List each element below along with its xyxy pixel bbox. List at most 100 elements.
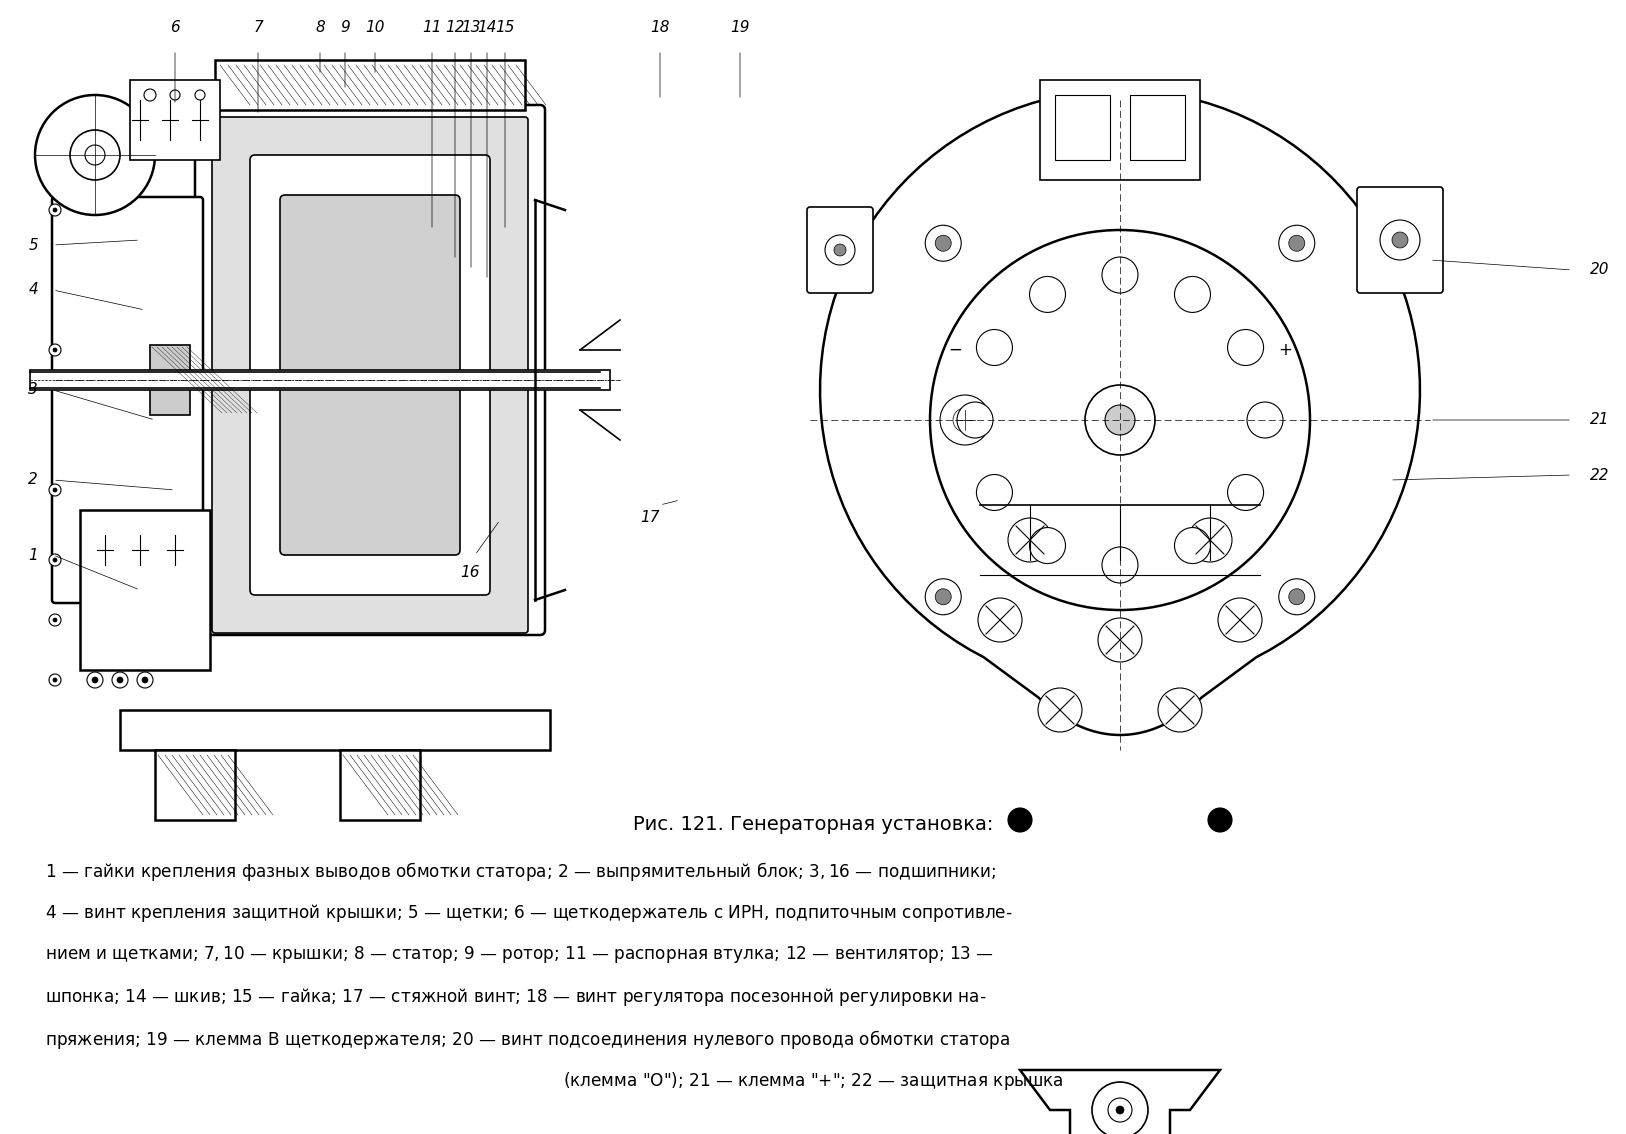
Text: 19: 19: [730, 20, 750, 35]
Text: 8: 8: [315, 20, 325, 35]
Circle shape: [958, 401, 993, 438]
Circle shape: [1102, 547, 1138, 583]
Circle shape: [93, 677, 98, 683]
Circle shape: [70, 130, 120, 180]
Bar: [1055, 95, 1111, 160]
Circle shape: [141, 677, 148, 683]
Circle shape: [1008, 518, 1052, 562]
Circle shape: [925, 578, 961, 615]
Text: 17: 17: [641, 510, 660, 525]
Bar: [80, 510, 210, 670]
Text: 10: 10: [366, 20, 385, 35]
Circle shape: [1115, 1106, 1124, 1114]
Circle shape: [1278, 226, 1315, 261]
Text: $\mathit{4}$ — винт крепления защитной крышки; $\mathit{5}$ — щетки; $\mathit{6}: $\mathit{4}$ — винт крепления защитной к…: [46, 902, 1013, 924]
Bar: [130, 81, 220, 160]
Circle shape: [49, 204, 62, 215]
Circle shape: [930, 230, 1311, 610]
Text: $\mathit{1}$ — гайки крепления фазных выводов обмотки статора; $\mathit{2}$ — вы: $\mathit{1}$ — гайки крепления фазных вы…: [46, 860, 997, 883]
Circle shape: [1093, 1082, 1148, 1134]
Circle shape: [935, 589, 951, 604]
Circle shape: [1278, 578, 1315, 615]
Bar: [1041, 81, 1200, 180]
Circle shape: [54, 558, 57, 562]
Bar: [150, 345, 190, 415]
Circle shape: [137, 672, 153, 688]
Text: Рис. 121. Генераторная установка:: Рис. 121. Генераторная установка:: [633, 815, 993, 833]
Circle shape: [977, 474, 1013, 510]
Circle shape: [953, 408, 977, 432]
Bar: [29, 370, 610, 390]
Circle shape: [1208, 809, 1233, 832]
Circle shape: [1392, 232, 1408, 248]
Circle shape: [49, 344, 62, 356]
Text: 11: 11: [423, 20, 442, 35]
Text: 21: 21: [1590, 413, 1610, 428]
Text: 5: 5: [28, 237, 37, 253]
Circle shape: [1289, 589, 1304, 604]
Circle shape: [49, 555, 62, 566]
Circle shape: [36, 95, 154, 215]
Text: 18: 18: [650, 20, 670, 35]
Circle shape: [195, 90, 205, 100]
Circle shape: [834, 244, 846, 256]
Circle shape: [1029, 527, 1065, 564]
Circle shape: [925, 226, 961, 261]
Text: (клемма "О"); $\mathit{21}$ — клемма "+"; $\mathit{22}$ — защитная крышка: (клемма "О"); $\mathit{21}$ — клемма "+"…: [563, 1070, 1063, 1092]
Polygon shape: [1020, 1070, 1220, 1134]
Text: 6: 6: [171, 20, 180, 35]
Bar: [215, 60, 525, 110]
Text: шпонка; $\mathit{14}$ — шкив; $\mathit{15}$ — гайка; $\mathit{17}$ — стяжной вин: шпонка; $\mathit{14}$ — шкив; $\mathit{1…: [46, 985, 987, 1008]
Circle shape: [54, 618, 57, 623]
Text: 16: 16: [460, 565, 480, 579]
Bar: [1130, 95, 1185, 160]
Text: 20: 20: [1590, 262, 1610, 278]
Circle shape: [1228, 474, 1263, 510]
Text: нием и щетками; $\mathit{7, 10}$ — крышки; $\mathit{8}$ — статор; $\mathit{9}$ —: нием и щетками; $\mathit{7, 10}$ — крышк…: [46, 943, 993, 965]
Circle shape: [54, 488, 57, 492]
Circle shape: [112, 672, 128, 688]
Circle shape: [117, 677, 124, 683]
Circle shape: [1189, 518, 1233, 562]
Polygon shape: [820, 90, 1419, 735]
Text: 3: 3: [28, 382, 37, 398]
Circle shape: [1008, 809, 1033, 832]
Bar: [340, 750, 420, 820]
Text: пряжения; $\mathit{19}$ — клемма В щеткодержателя; $\mathit{20}$ — винт подсоеди: пряжения; $\mathit{19}$ — клемма В щетко…: [46, 1029, 1010, 1051]
Circle shape: [1106, 405, 1135, 435]
Circle shape: [977, 330, 1013, 365]
Circle shape: [54, 208, 57, 212]
Circle shape: [1247, 401, 1283, 438]
Text: 2: 2: [28, 473, 37, 488]
Circle shape: [54, 678, 57, 682]
Circle shape: [824, 235, 855, 265]
Circle shape: [1085, 386, 1154, 455]
Circle shape: [49, 613, 62, 626]
FancyBboxPatch shape: [280, 195, 460, 555]
Circle shape: [85, 145, 106, 166]
Text: 22: 22: [1590, 467, 1610, 482]
Text: 4: 4: [28, 282, 37, 297]
FancyBboxPatch shape: [211, 117, 528, 633]
Text: 14: 14: [478, 20, 498, 35]
Circle shape: [171, 90, 180, 100]
Bar: [154, 750, 236, 820]
Circle shape: [1218, 598, 1262, 642]
Circle shape: [49, 484, 62, 496]
Text: 9: 9: [340, 20, 350, 35]
Text: +: +: [1278, 341, 1293, 359]
Circle shape: [940, 395, 990, 445]
FancyBboxPatch shape: [1358, 187, 1442, 293]
Circle shape: [935, 235, 951, 252]
Circle shape: [977, 598, 1023, 642]
Circle shape: [1174, 527, 1210, 564]
Circle shape: [1098, 618, 1141, 662]
Text: −: −: [948, 341, 963, 359]
Circle shape: [1228, 330, 1263, 365]
Circle shape: [1380, 220, 1419, 260]
Circle shape: [1174, 277, 1210, 313]
Circle shape: [1289, 235, 1304, 252]
Text: 13: 13: [462, 20, 481, 35]
Text: 12: 12: [446, 20, 465, 35]
Text: 1: 1: [28, 548, 37, 562]
